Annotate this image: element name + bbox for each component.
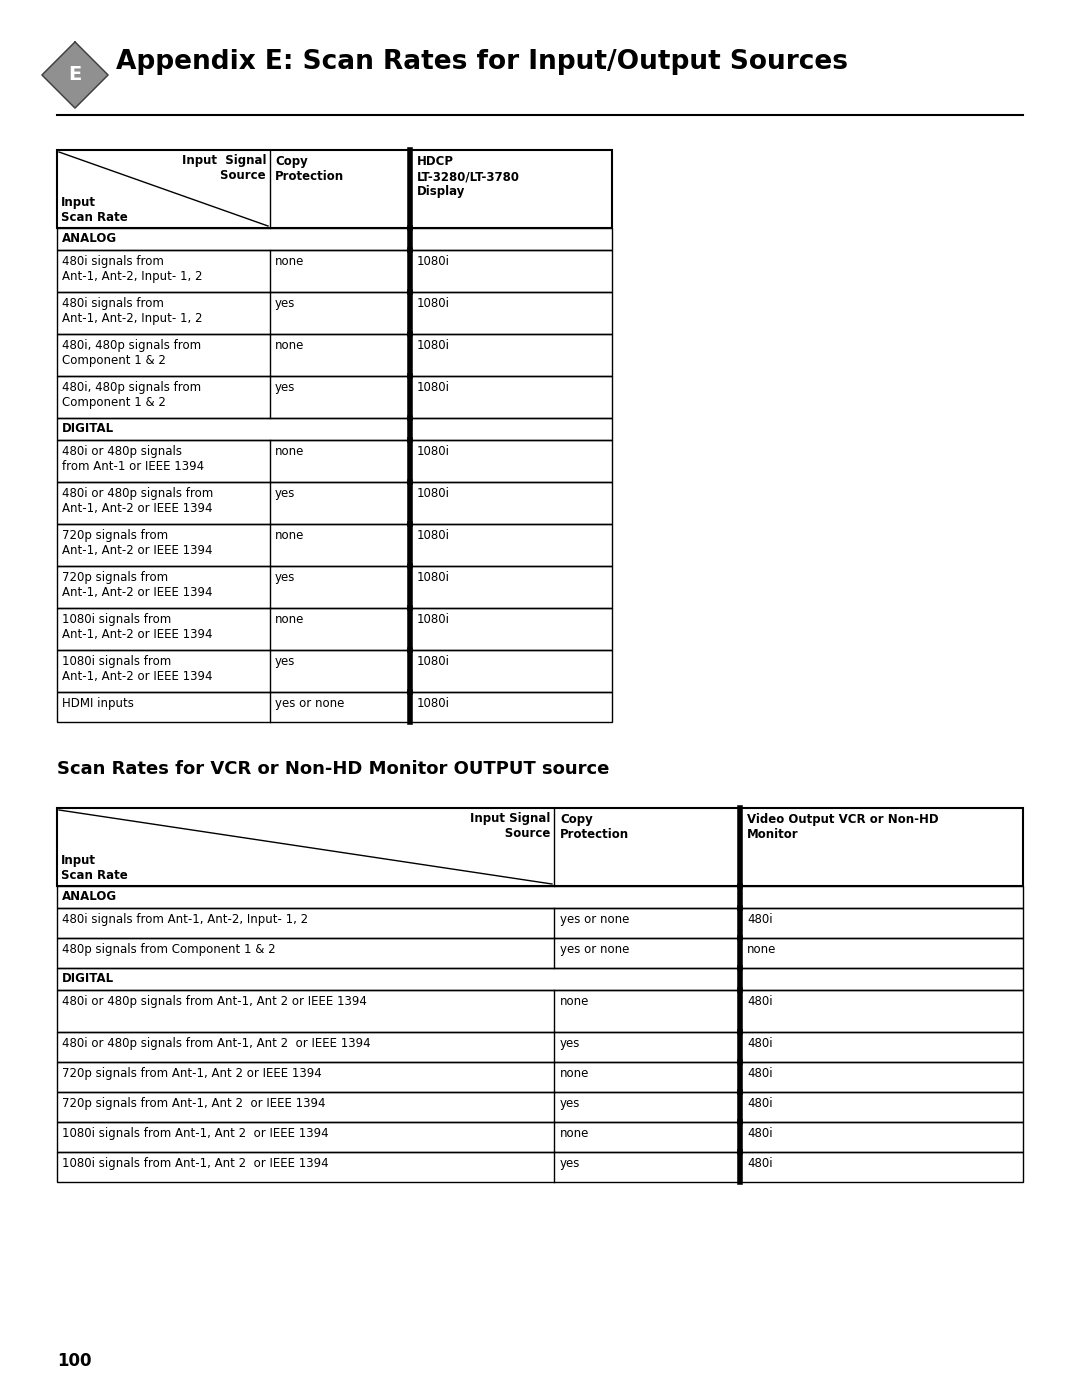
Text: ANALOG: ANALOG	[62, 890, 117, 902]
Text: none: none	[561, 1127, 590, 1140]
Text: 480i signals from
Ant-1, Ant-2, Input- 1, 2: 480i signals from Ant-1, Ant-2, Input- 1…	[62, 256, 203, 284]
Text: 1080i signals from
Ant-1, Ant-2 or IEEE 1394: 1080i signals from Ant-1, Ant-2 or IEEE …	[62, 613, 213, 641]
Text: 480i: 480i	[747, 1037, 772, 1051]
Bar	[57, 908, 1023, 937]
Text: 1080i: 1080i	[417, 256, 450, 268]
Polygon shape	[42, 42, 108, 108]
Text: yes: yes	[275, 571, 295, 584]
Text: 480i: 480i	[747, 1157, 772, 1171]
Text: Input
Scan Rate: Input Scan Rate	[60, 196, 127, 224]
Text: none: none	[275, 613, 305, 626]
Bar	[57, 968, 1023, 990]
Text: 480i: 480i	[747, 995, 772, 1009]
Text: none: none	[275, 339, 305, 352]
Text: none: none	[561, 995, 590, 1009]
Text: 1080i: 1080i	[417, 697, 450, 710]
Text: Input
Scan Rate: Input Scan Rate	[60, 854, 127, 882]
Bar	[57, 650, 612, 692]
Bar	[57, 1153, 1023, 1182]
Text: 1080i: 1080i	[417, 571, 450, 584]
Bar	[57, 250, 612, 292]
Text: 480i: 480i	[747, 914, 772, 926]
Bar	[57, 228, 612, 250]
Bar	[57, 1122, 1023, 1153]
Text: yes or none: yes or none	[561, 943, 630, 956]
Text: yes: yes	[275, 655, 295, 668]
Text: 480i or 480p signals
from Ant-1 or IEEE 1394: 480i or 480p signals from Ant-1 or IEEE …	[62, 446, 204, 474]
Bar	[57, 292, 612, 334]
Bar	[57, 440, 612, 482]
Text: yes: yes	[561, 1097, 580, 1111]
Text: 480i or 480p signals from
Ant-1, Ant-2 or IEEE 1394: 480i or 480p signals from Ant-1, Ant-2 o…	[62, 488, 213, 515]
Text: 480i, 480p signals from
Component 1 & 2: 480i, 480p signals from Component 1 & 2	[62, 339, 201, 367]
Bar	[57, 937, 1023, 968]
Bar	[57, 149, 612, 228]
Bar	[57, 1062, 1023, 1092]
Text: DIGITAL: DIGITAL	[62, 422, 114, 434]
Text: none: none	[275, 446, 305, 458]
Bar	[57, 334, 612, 376]
Text: ANALOG: ANALOG	[62, 232, 117, 244]
Text: 1080i: 1080i	[417, 655, 450, 668]
Text: yes or none: yes or none	[275, 697, 345, 710]
Text: 1080i signals from Ant-1, Ant 2  or IEEE 1394: 1080i signals from Ant-1, Ant 2 or IEEE …	[62, 1157, 328, 1171]
Text: yes: yes	[275, 381, 295, 394]
Text: 480i or 480p signals from Ant-1, Ant 2  or IEEE 1394: 480i or 480p signals from Ant-1, Ant 2 o…	[62, 1037, 370, 1051]
Text: none: none	[747, 943, 777, 956]
Text: 480i signals from
Ant-1, Ant-2, Input- 1, 2: 480i signals from Ant-1, Ant-2, Input- 1…	[62, 298, 203, 326]
Text: none: none	[275, 529, 305, 542]
Text: 1080i: 1080i	[417, 298, 450, 310]
Text: Copy
Protection: Copy Protection	[561, 813, 630, 841]
Text: 1080i signals from Ant-1, Ant 2  or IEEE 1394: 1080i signals from Ant-1, Ant 2 or IEEE …	[62, 1127, 328, 1140]
Text: 480i signals from Ant-1, Ant-2, Input- 1, 2: 480i signals from Ant-1, Ant-2, Input- 1…	[62, 914, 308, 926]
Text: 100: 100	[57, 1352, 92, 1370]
Text: HDCP
LT-3280/LT-3780
Display: HDCP LT-3280/LT-3780 Display	[417, 155, 519, 198]
Text: 480i: 480i	[747, 1127, 772, 1140]
Bar	[57, 566, 612, 608]
Text: 480i or 480p signals from Ant-1, Ant 2 or IEEE 1394: 480i or 480p signals from Ant-1, Ant 2 o…	[62, 995, 367, 1009]
Text: 480i: 480i	[747, 1097, 772, 1111]
Text: 1080i: 1080i	[417, 613, 450, 626]
Text: 480p signals from Component 1 & 2: 480p signals from Component 1 & 2	[62, 943, 275, 956]
Text: 720p signals from Ant-1, Ant 2  or IEEE 1394: 720p signals from Ant-1, Ant 2 or IEEE 1…	[62, 1097, 325, 1111]
Text: Input  Signal
        Source: Input Signal Source	[181, 154, 266, 182]
Text: none: none	[561, 1067, 590, 1080]
Bar	[57, 990, 1023, 1032]
Text: 1080i: 1080i	[417, 529, 450, 542]
Text: 1080i: 1080i	[417, 339, 450, 352]
Bar	[57, 1092, 1023, 1122]
Text: 480i: 480i	[747, 1067, 772, 1080]
Text: DIGITAL: DIGITAL	[62, 972, 114, 985]
Text: 720p signals from
Ant-1, Ant-2 or IEEE 1394: 720p signals from Ant-1, Ant-2 or IEEE 1…	[62, 571, 213, 599]
Bar	[57, 608, 612, 650]
Text: yes: yes	[561, 1157, 580, 1171]
Text: 1080i: 1080i	[417, 381, 450, 394]
Bar	[57, 376, 612, 418]
Bar	[57, 807, 1023, 886]
Text: E: E	[68, 66, 82, 84]
Text: 720p signals from
Ant-1, Ant-2 or IEEE 1394: 720p signals from Ant-1, Ant-2 or IEEE 1…	[62, 529, 213, 557]
Bar	[57, 418, 612, 440]
Text: yes or none: yes or none	[561, 914, 630, 926]
Text: Video Output VCR or Non-HD
Monitor: Video Output VCR or Non-HD Monitor	[747, 813, 939, 841]
Text: yes: yes	[561, 1037, 580, 1051]
Bar	[57, 482, 612, 524]
Text: HDMI inputs: HDMI inputs	[62, 697, 134, 710]
Bar	[57, 692, 612, 722]
Text: 1080i: 1080i	[417, 488, 450, 500]
Text: 720p signals from Ant-1, Ant 2 or IEEE 1394: 720p signals from Ant-1, Ant 2 or IEEE 1…	[62, 1067, 322, 1080]
Bar	[57, 524, 612, 566]
Text: 1080i signals from
Ant-1, Ant-2 or IEEE 1394: 1080i signals from Ant-1, Ant-2 or IEEE …	[62, 655, 213, 683]
Text: none: none	[275, 256, 305, 268]
Text: Copy
Protection: Copy Protection	[275, 155, 345, 183]
Bar	[57, 1032, 1023, 1062]
Text: yes: yes	[275, 298, 295, 310]
Bar	[57, 886, 1023, 908]
Text: yes: yes	[275, 488, 295, 500]
Text: Appendix E: Scan Rates for Input/Output Sources: Appendix E: Scan Rates for Input/Output …	[116, 49, 848, 75]
Text: 1080i: 1080i	[417, 446, 450, 458]
Text: 480i, 480p signals from
Component 1 & 2: 480i, 480p signals from Component 1 & 2	[62, 381, 201, 409]
Text: Scan Rates for VCR or Non-HD Monitor OUTPUT source: Scan Rates for VCR or Non-HD Monitor OUT…	[57, 760, 609, 778]
Text: Input Signal
              Source: Input Signal Source	[447, 812, 550, 840]
